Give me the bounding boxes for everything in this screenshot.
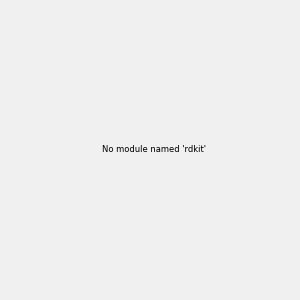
Text: No module named 'rdkit': No module named 'rdkit' <box>102 145 206 154</box>
